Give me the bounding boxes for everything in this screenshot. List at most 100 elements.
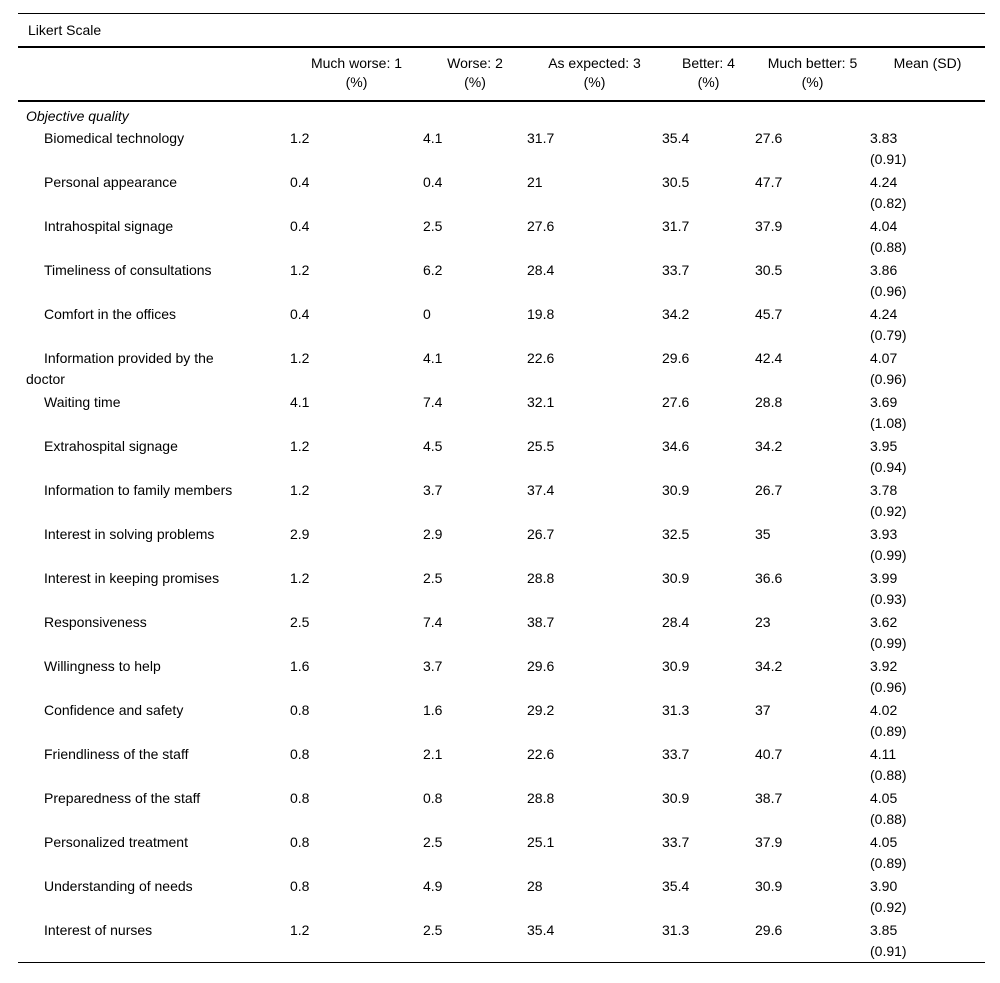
value-cell: 1.2 (290, 262, 310, 278)
value-cell: 0.4 (290, 174, 310, 190)
mean-value: 4.02 (870, 702, 898, 718)
sd-value: (0.94) (870, 459, 907, 475)
value-cell: 38.7 (755, 790, 783, 806)
table-row: Confidence and safety 0.8 1.6 29.2 31.3 37 4.0… (18, 698, 985, 742)
value-cell: 30.5 (755, 262, 783, 278)
value-cell: 4.9 (423, 878, 443, 894)
value-cell: 0.8 (290, 790, 310, 806)
mean-value: 3.78 (870, 482, 898, 498)
value-cell: 30.5 (662, 174, 690, 190)
table-row: Information provided by the doctor 1.2 4.1… (18, 346, 985, 390)
sd-value: (0.91) (870, 151, 907, 167)
column-header: Mean (SD) (870, 47, 986, 102)
mean-value: 4.04 (870, 218, 898, 234)
mean-sd-cell: 3.78 (0.92) (870, 478, 985, 522)
value-cell: 31.3 (662, 702, 690, 718)
value-cell: 34.2 (662, 306, 690, 322)
mean-value: 3.95 (870, 438, 898, 454)
value-cell: 22.6 (527, 746, 555, 762)
value-cell: 47.7 (755, 174, 783, 190)
value-cell: 27.6 (755, 130, 783, 146)
sd-value: (0.88) (870, 767, 907, 783)
value-cell: 26.7 (527, 526, 555, 542)
value-cell: 28 (527, 878, 543, 894)
table-row: Friendliness of the staff 0.8 2.1 22.6 33.7 4… (18, 742, 985, 786)
value-cell: 29.6 (662, 350, 690, 366)
row-label: Intrahospital signage (44, 218, 174, 234)
mean-sd-cell: 4.11 (0.88) (870, 742, 985, 786)
value-cell: 22.6 (527, 350, 555, 366)
value-cell: 0.8 (290, 702, 310, 718)
mean-sd-cell: 4.07 (0.96) (870, 346, 985, 390)
value-cell: 32.5 (662, 526, 690, 542)
sd-value: (0.89) (870, 855, 907, 871)
mean-value: 3.83 (870, 130, 898, 146)
value-cell: 1.2 (290, 570, 310, 586)
value-cell: 23 (755, 614, 771, 630)
value-cell: 32.1 (527, 394, 555, 410)
table-row: Information to family members 1.2 3.7 37.4 3… (18, 478, 985, 522)
value-cell: 31.7 (662, 218, 690, 234)
column-header-label: Better: 4 (682, 55, 735, 71)
value-cell: 27.6 (527, 218, 555, 234)
mean-sd-cell: 4.24 (0.79) (870, 302, 985, 346)
value-cell: 29.6 (755, 922, 783, 938)
table-row: Interest of nurses 1.2 2.5 35.4 31.3 29.6 3.85… (18, 918, 985, 963)
value-cell: 29.2 (527, 702, 555, 718)
value-cell: 30.9 (662, 790, 690, 806)
value-cell: 37.9 (755, 218, 783, 234)
value-cell: 2.5 (423, 218, 443, 234)
column-header-label: Worse: 2 (447, 55, 503, 71)
column-header: As expected: 3 (%) (527, 47, 662, 102)
mean-value: 3.62 (870, 614, 898, 630)
row-label: Interest of nurses (44, 922, 153, 938)
value-cell: 0.8 (290, 834, 310, 850)
column-header: Much better: 5 (%) (755, 47, 870, 102)
column-header-unit: (%) (345, 74, 368, 90)
mean-value: 3.69 (870, 394, 898, 410)
value-cell: 31.3 (662, 922, 690, 938)
row-label: Preparedness of the staff (44, 790, 201, 806)
table-row: Willingness to help 1.6 3.7 29.6 30.9 34.2 3.9… (18, 654, 985, 698)
value-cell: 21 (527, 174, 543, 190)
value-cell: 1.6 (423, 702, 443, 718)
mean-value: 4.24 (870, 306, 898, 322)
row-label: Responsiveness (44, 614, 147, 630)
table-row: Preparedness of the staff 0.8 0.8 28.8 30.9 3… (18, 786, 985, 830)
mean-value: 3.92 (870, 658, 898, 674)
column-header-label: As expected: 3 (548, 55, 641, 71)
value-cell: 30.9 (662, 658, 690, 674)
value-cell: 35 (755, 526, 771, 542)
row-label: Interest in solving problems (44, 526, 215, 542)
value-cell: 29.6 (527, 658, 555, 674)
row-label: Waiting time (44, 394, 121, 410)
mean-value: 4.11 (870, 746, 897, 762)
table-row: Waiting time 4.1 7.4 32.1 27.6 28.8 3.69 (1.08) (18, 390, 985, 434)
sd-value: (0.82) (870, 195, 907, 211)
row-label: Personalized treatment (44, 834, 188, 850)
sd-value: (0.96) (870, 371, 907, 387)
value-cell: 28.4 (527, 262, 555, 278)
value-cell: 4.1 (423, 130, 443, 146)
value-cell: 45.7 (755, 306, 783, 322)
value-cell: 1.2 (290, 130, 310, 146)
value-cell: 28.8 (755, 394, 783, 410)
row-label: Willingness to help (44, 658, 161, 674)
value-cell: 42.4 (755, 350, 783, 366)
sd-value: (0.96) (870, 679, 907, 695)
value-cell: 33.7 (662, 746, 690, 762)
paper-table-region: Likert Scale Much worse: 1 (%) Worse: 2 (%)… (18, 13, 986, 963)
row-label: Biomedical technology (44, 130, 185, 146)
sd-value: (0.99) (870, 547, 907, 563)
value-cell: 1.2 (290, 482, 310, 498)
value-cell: 35.4 (662, 130, 690, 146)
mean-value: 3.85 (870, 922, 898, 938)
mean-sd-cell: 3.85 (0.91) (870, 918, 985, 963)
mean-value: 4.05 (870, 790, 898, 806)
value-cell: 1.6 (290, 658, 310, 674)
column-header-unit: (%) (464, 74, 486, 90)
section-header-row: Objective quality (18, 101, 985, 126)
value-cell: 25.5 (527, 438, 555, 454)
value-cell: 19.8 (527, 306, 555, 322)
value-cell: 6.2 (423, 262, 443, 278)
